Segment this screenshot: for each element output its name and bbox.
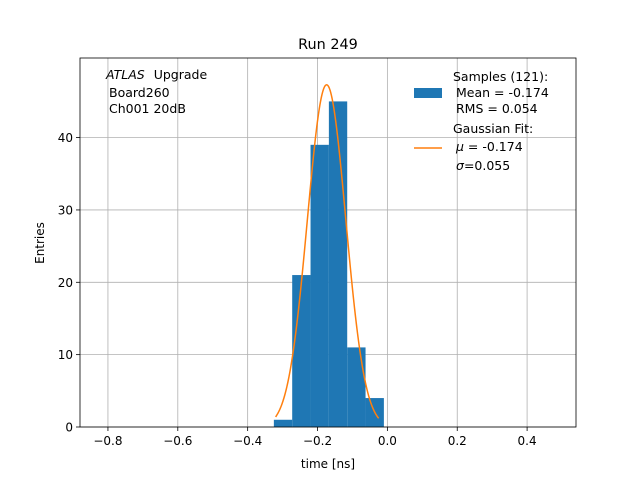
- legend-fit-sigma: σ=0.055: [456, 158, 510, 173]
- histogram-bar: [328, 101, 348, 427]
- legend-samples-mean: Mean = -0.174: [456, 85, 549, 100]
- legend-fit-mu: μ = -0.174: [455, 139, 523, 154]
- sigma-symbol: σ: [456, 158, 465, 173]
- x-tick-label: −0.8: [93, 434, 122, 448]
- sigma-value: =0.055: [464, 158, 510, 173]
- x-tick-label: 0.4: [518, 434, 537, 448]
- legend-samples-rms: RMS = 0.054: [456, 101, 538, 116]
- atlas-label: ATLAS: [105, 67, 145, 82]
- x-tick-label: −0.2: [303, 434, 332, 448]
- y-axis-label: Entries: [33, 222, 47, 264]
- x-tick-label: 0.2: [448, 434, 467, 448]
- histogram-bar: [347, 347, 366, 427]
- board-label: Board260: [109, 85, 170, 100]
- legend: Samples (121): Mean = -0.174 RMS = 0.054…: [414, 69, 549, 173]
- x-axis-label: time [ns]: [301, 457, 355, 471]
- mu-value: = -0.174: [464, 139, 523, 154]
- histogram-bar: [310, 144, 329, 427]
- y-tick-label: 0: [65, 421, 73, 435]
- legend-samples-title: Samples (121):: [453, 69, 548, 84]
- y-axis-ticks: 0 10 20 30 40: [58, 131, 80, 435]
- x-tick-label: 0.0: [378, 434, 397, 448]
- x-tick-label: −0.4: [233, 434, 262, 448]
- channel-label: Ch001 20dB: [109, 101, 186, 116]
- chart-title: Run 249: [298, 37, 358, 53]
- gaussian-fit-curve: [274, 83, 380, 419]
- y-tick-label: 40: [58, 131, 73, 145]
- atlas-annotation: ATLAS Upgrade Board260 Ch001 20dB: [105, 67, 207, 116]
- y-tick-label: 30: [58, 203, 73, 217]
- histogram-bar: [292, 275, 311, 427]
- legend-samples-swatch: [414, 88, 442, 98]
- plot-frame: [79, 57, 577, 428]
- histogram-bars: [273, 101, 384, 427]
- mu-symbol: μ: [455, 139, 464, 154]
- histogram-bar: [273, 419, 293, 427]
- y-tick-label: 10: [58, 348, 73, 362]
- legend-fit-title: Gaussian Fit:: [453, 121, 533, 136]
- x-tick-label: −0.6: [163, 434, 192, 448]
- svg-text:ATLAS Upgrade: ATLAS Upgrade: [105, 67, 207, 82]
- x-axis-ticks: −0.8 −0.6 −0.4 −0.2 0.0 0.2 0.4: [93, 427, 537, 448]
- atlas-upgrade-label: Upgrade: [154, 67, 208, 82]
- y-tick-label: 20: [58, 276, 73, 290]
